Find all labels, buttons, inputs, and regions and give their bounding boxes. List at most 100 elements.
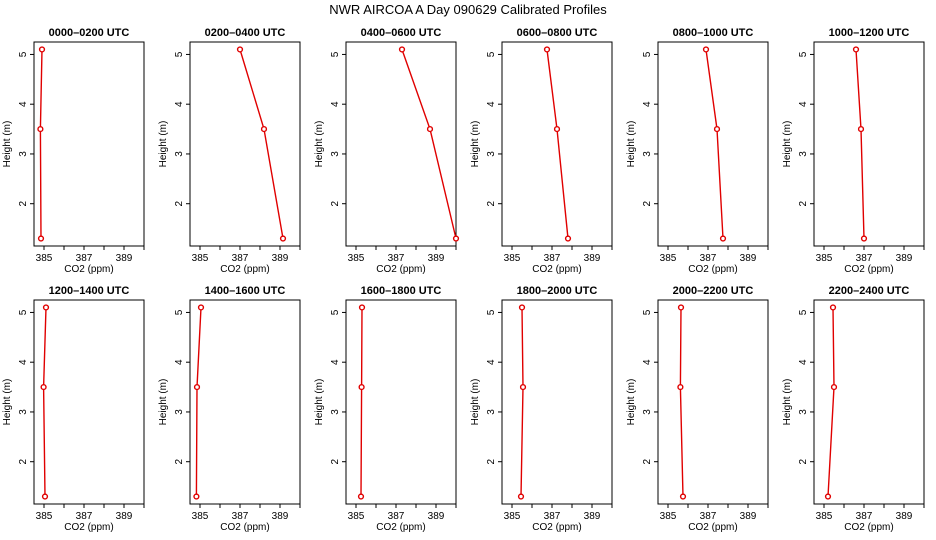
- y-axis-label: Height (m): [470, 121, 481, 168]
- figure-title: NWR AIRCOA A Day 090629 Calibrated Profi…: [329, 2, 607, 17]
- y-tick-label: 3: [798, 151, 809, 157]
- x-tick-label: 385: [660, 253, 677, 264]
- panel-title: 2200–2400 UTC: [829, 285, 910, 297]
- y-axis-label: Height (m): [626, 121, 637, 168]
- profile-point: [543, 46, 551, 53]
- x-tick-label: 387: [856, 253, 873, 264]
- profile-point: [852, 46, 860, 53]
- x-tick-label: 385: [348, 511, 365, 522]
- profile-point: [553, 125, 561, 133]
- profile-line: [39, 49, 43, 239]
- y-tick-label: 4: [18, 101, 29, 107]
- x-axis-label: CO2 (ppm): [688, 522, 737, 533]
- panel-title: 1200–1400 UTC: [49, 285, 130, 297]
- plot-frame: [189, 41, 301, 247]
- x-tick-label: 385: [348, 253, 365, 264]
- profile-point: [193, 493, 200, 500]
- profile-point: [517, 493, 525, 500]
- y-tick-label: 4: [486, 101, 497, 107]
- plot-frame: [33, 299, 145, 505]
- x-tick-label: 389: [116, 511, 133, 522]
- profile-point: [358, 304, 366, 311]
- y-tick-label: 5: [18, 51, 29, 57]
- x-axis-label: CO2 (ppm): [688, 264, 737, 275]
- profile-line: [360, 307, 363, 497]
- x-tick-label: 385: [36, 253, 53, 264]
- x-tick-label: 385: [36, 511, 53, 522]
- x-tick-label: 387: [388, 511, 405, 522]
- profile-point: [426, 125, 434, 133]
- y-tick-label: 2: [798, 200, 809, 206]
- y-tick-label: 3: [642, 151, 653, 157]
- profile-point: [860, 235, 868, 242]
- y-tick-label: 2: [18, 458, 29, 464]
- y-tick-label: 3: [18, 151, 29, 157]
- y-tick-label: 5: [18, 309, 29, 315]
- y-tick-label: 4: [642, 359, 653, 365]
- x-axis-label: CO2 (ppm): [220, 264, 269, 275]
- x-tick-label: 389: [428, 253, 445, 264]
- y-tick-label: 3: [486, 151, 497, 157]
- profile-point: [236, 46, 244, 53]
- plot-frame: [657, 299, 769, 505]
- profile-line: [546, 49, 569, 239]
- y-axis-label: Height (m): [158, 379, 169, 426]
- x-tick-label: 387: [700, 511, 717, 522]
- plot-frame: [657, 41, 769, 247]
- y-tick-label: 3: [18, 409, 29, 415]
- x-tick-label: 385: [504, 511, 521, 522]
- y-tick-label: 5: [798, 51, 809, 57]
- profile-point: [37, 235, 45, 242]
- x-tick-label: 385: [504, 253, 521, 264]
- plot-frame: [501, 299, 613, 505]
- x-tick-label: 387: [232, 511, 249, 522]
- x-tick-label: 387: [232, 253, 249, 264]
- panel-title: 1400–1600 UTC: [205, 285, 286, 297]
- y-tick-label: 2: [330, 458, 341, 464]
- profile-point: [279, 235, 287, 242]
- y-axis-label: Height (m): [470, 379, 481, 426]
- x-tick-label: 389: [272, 253, 289, 264]
- x-axis-label: CO2 (ppm): [844, 522, 893, 533]
- plot-frame: [501, 41, 613, 247]
- y-tick-label: 2: [486, 458, 497, 464]
- profile-point: [677, 304, 685, 311]
- x-axis-label: CO2 (ppm): [64, 522, 113, 533]
- profile-line: [520, 307, 524, 497]
- y-tick-label: 5: [330, 51, 341, 57]
- x-axis-label: CO2 (ppm): [532, 522, 581, 533]
- y-axis-label: Height (m): [782, 121, 793, 168]
- x-tick-label: 389: [584, 511, 601, 522]
- y-tick-label: 4: [330, 101, 341, 107]
- y-axis-label: Height (m): [314, 121, 325, 168]
- profile-point: [702, 46, 710, 53]
- y-tick-label: 5: [174, 51, 185, 57]
- panel-title: 0600–0800 UTC: [517, 27, 598, 39]
- panel-title: 1800–2000 UTC: [517, 285, 598, 297]
- y-tick-label: 3: [330, 409, 341, 415]
- panel-title: 0200–0400 UTC: [205, 27, 286, 39]
- plot-frame: [33, 41, 145, 247]
- y-axis-label: Height (m): [314, 379, 325, 426]
- y-tick-label: 5: [330, 309, 341, 315]
- y-tick-label: 4: [174, 359, 185, 365]
- y-axis-label: Height (m): [2, 121, 13, 168]
- x-tick-label: 389: [584, 253, 601, 264]
- profile-point: [677, 383, 684, 391]
- x-tick-label: 389: [740, 253, 757, 264]
- x-tick-label: 385: [660, 511, 677, 522]
- plot-frame: [189, 299, 301, 505]
- profile-point: [830, 383, 838, 391]
- profile-point: [713, 125, 721, 133]
- x-tick-label: 387: [700, 253, 717, 264]
